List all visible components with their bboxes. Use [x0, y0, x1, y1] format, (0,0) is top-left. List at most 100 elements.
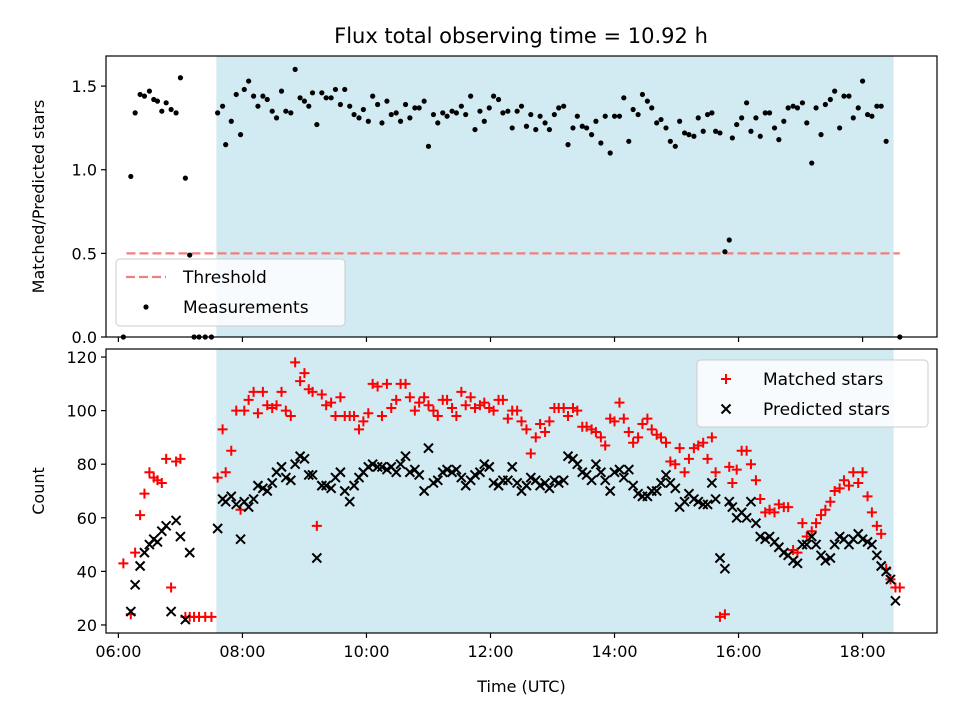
- predicted-star-point: [404, 467, 416, 478]
- matched-star-point: [307, 386, 318, 397]
- matched-star-point: [456, 386, 467, 397]
- predicted-star-point: [175, 531, 186, 542]
- matched-star-point: [299, 368, 310, 379]
- matched-star-point: [521, 424, 532, 435]
- y-tick-label: 0.5: [72, 244, 97, 263]
- measurement-point: [869, 113, 875, 119]
- measurement-point: [306, 103, 312, 109]
- matched-star-point: [637, 419, 648, 430]
- predicted-star-point: [719, 563, 731, 574]
- matched-star-point: [432, 410, 443, 421]
- predicted-star-point: [456, 472, 467, 483]
- legend: Matched stars Predicted stars: [696, 359, 929, 428]
- predicted-star-point: [595, 467, 607, 478]
- measurement-point: [611, 113, 618, 119]
- matched-star-point: [239, 405, 250, 416]
- measurement-point: [804, 120, 810, 126]
- predicted-star-point: [474, 467, 486, 478]
- matched-star-point: [660, 437, 671, 448]
- x-tick-label: 08:00: [219, 642, 265, 661]
- measurement-point: [505, 108, 511, 114]
- measurement-point: [542, 120, 548, 126]
- matched-star-point: [646, 424, 657, 435]
- measurement-point: [663, 125, 669, 131]
- y-tick-label: 0.0: [72, 328, 97, 347]
- predicted-star-point: [623, 464, 634, 475]
- legend-measurements-marker: [143, 304, 149, 310]
- measurement-point: [686, 132, 692, 138]
- matched-star-point: [442, 394, 453, 405]
- predicted-star-point: [534, 480, 546, 491]
- measurement-point: [141, 93, 148, 99]
- predicted-star-point: [488, 477, 499, 489]
- matched-star-point: [853, 477, 864, 488]
- y-tick-label: 100: [66, 402, 97, 421]
- predicted-star-point: [180, 614, 191, 625]
- matched-star-point: [135, 510, 146, 521]
- measurement-point: [598, 140, 604, 146]
- measurement-point: [388, 111, 394, 118]
- predicted-star-point: [693, 496, 704, 507]
- matched-star-point: [614, 397, 625, 408]
- matched-star-point: [326, 397, 337, 408]
- measurement-point: [187, 252, 193, 258]
- legend-box: [115, 258, 346, 327]
- predicted-star-point: [792, 558, 803, 569]
- matched-star-point: [354, 424, 365, 435]
- predicted-star-point: [697, 499, 709, 510]
- measurement-point: [173, 110, 179, 116]
- matched-star-point: [220, 467, 231, 478]
- measurement-point: [850, 115, 856, 121]
- measurement-point: [500, 110, 506, 116]
- measurement-point: [182, 175, 188, 181]
- measurement-point: [495, 96, 502, 103]
- measurement-point: [533, 126, 539, 133]
- measurement-point: [159, 108, 165, 114]
- predicted-star-point: [335, 467, 346, 478]
- matched-star-point: [144, 467, 155, 478]
- measurement-point: [739, 115, 745, 121]
- measurement-point: [818, 132, 824, 138]
- measurement-point: [729, 135, 735, 141]
- matched-star-point: [609, 416, 620, 427]
- measurement-point: [570, 125, 576, 131]
- matched-star-point: [862, 491, 873, 502]
- predicted-star-point: [184, 547, 195, 558]
- measurement-point: [574, 113, 580, 119]
- matched-star-point: [118, 558, 129, 569]
- series-predicted-stars: [125, 442, 901, 625]
- measurement-point: [832, 88, 838, 94]
- predicted-star-point: [129, 579, 141, 590]
- predicted-star-point: [152, 536, 163, 548]
- measurement-point: [278, 88, 285, 94]
- predicted-star-point: [165, 606, 177, 617]
- measurement-point: [626, 138, 632, 144]
- matched-star-point: [834, 483, 845, 494]
- predicted-star-point: [280, 472, 292, 483]
- matched-star-point: [217, 424, 228, 435]
- predicted-star-point: [801, 539, 812, 550]
- matched-star-point: [276, 386, 287, 397]
- matched-star-point: [376, 410, 387, 421]
- measurement-point: [523, 123, 530, 129]
- matched-star-point: [330, 410, 341, 421]
- matched-star-point: [139, 488, 150, 499]
- predicted-star-point: [618, 472, 630, 483]
- matched-star-point: [525, 448, 536, 459]
- measurement-point: [588, 132, 595, 138]
- predicted-star-point: [320, 480, 332, 491]
- matched-star-point: [465, 392, 476, 403]
- x-tick-label: 12:00: [467, 642, 513, 661]
- measurement-point: [453, 110, 459, 116]
- measurement-point: [704, 111, 711, 118]
- measurement-point: [421, 98, 427, 104]
- matched-star-point: [820, 504, 831, 515]
- matched-star-point: [391, 394, 402, 405]
- y-tick-label: 20: [77, 616, 97, 635]
- measurement-point: [776, 137, 782, 143]
- measurement-point: [644, 98, 650, 104]
- measurement-point: [283, 108, 289, 114]
- matched-star-point: [502, 413, 513, 424]
- matched-star-point: [674, 443, 685, 454]
